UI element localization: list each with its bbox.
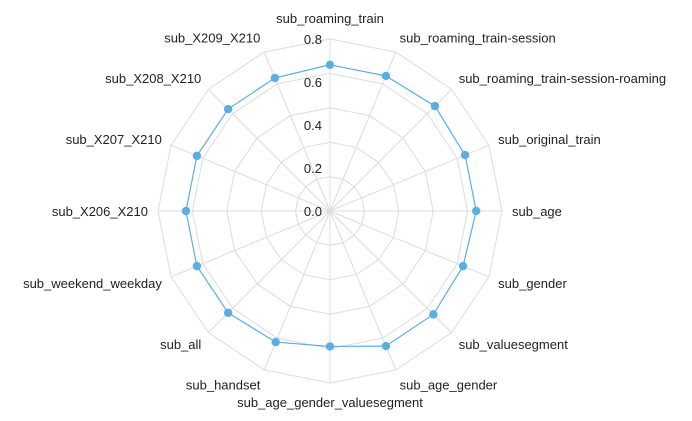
data-point [181, 206, 191, 216]
tick-label: 0.6 [304, 75, 322, 90]
axis-label: sub_age [512, 204, 562, 219]
axis-label: sub_roaming_train-session [400, 30, 556, 45]
series [181, 60, 481, 351]
tick-label: 0.8 [304, 32, 322, 47]
axis-label: sub_weekend_weekday [23, 276, 162, 291]
data-point [460, 150, 470, 160]
axis-label: sub_gender [498, 276, 567, 291]
axis-label: sub_valuesegment [459, 337, 569, 352]
data-point [223, 308, 233, 318]
axis-label: sub_X209_X210 [164, 30, 260, 45]
data-point [223, 104, 233, 114]
axis-label: sub_roaming_train [276, 11, 384, 26]
axis-label: sub_X207_X210 [66, 132, 162, 147]
axis-label: sub_handset [186, 378, 261, 393]
radial-tick-labels: 0.0 0.2 0.4 0.6 0.8 [304, 32, 322, 219]
axis-label: sub_age_gender [400, 378, 498, 393]
axis-label: sub_X208_X210 [105, 71, 201, 86]
data-point [270, 73, 280, 83]
data-point [381, 71, 391, 81]
axis-label: sub_X206_X210 [52, 204, 148, 219]
axis-label: sub_roaming_train-session-roaming [459, 71, 666, 86]
data-point [192, 261, 202, 271]
grid-spoke [329, 89, 452, 212]
data-point [192, 151, 202, 161]
data-point [271, 337, 280, 347]
axis-label: sub_original_train [498, 132, 601, 147]
tick-label: 0.0 [304, 204, 322, 219]
tick-label: 0.4 [304, 118, 322, 133]
axis-labels: sub_roaming_train sub_roaming_train-sessi… [23, 11, 666, 410]
data-point [325, 342, 335, 351]
data-point [381, 341, 391, 351]
axis-label: sub_age_gender_valuesegment [237, 395, 423, 410]
data-point [430, 101, 440, 111]
grid [157, 38, 503, 384]
data-point [429, 310, 438, 319]
data-point [325, 60, 335, 69]
data-point [472, 206, 481, 216]
axis-label: sub_all [160, 337, 201, 352]
data-point [458, 261, 468, 271]
tick-label: 0.2 [304, 161, 322, 176]
